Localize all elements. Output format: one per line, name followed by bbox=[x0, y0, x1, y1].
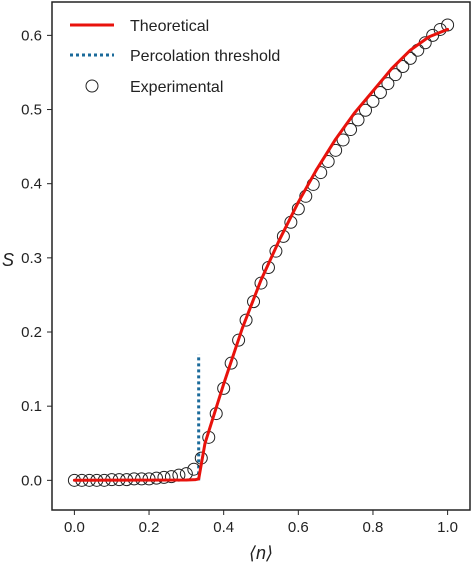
experimental-point-45 bbox=[403, 51, 417, 65]
legend: Theoretical Percolation threshold Experime… bbox=[70, 18, 280, 96]
y-tick-label-1: 0.1 bbox=[21, 398, 42, 415]
theoretical-line bbox=[72, 27, 450, 482]
y-tick-label-5: 0.5 bbox=[21, 102, 42, 119]
experimental-point-11 bbox=[150, 471, 163, 485]
legend-label-experimental: Experimental bbox=[130, 79, 223, 96]
x-tick-label-1: 0.2 bbox=[139, 519, 160, 536]
experimental-point-43 bbox=[388, 68, 402, 82]
experimental-point-42 bbox=[381, 77, 395, 91]
y-tick-label-2: 0.2 bbox=[21, 324, 42, 341]
y-tick-label-4: 0.4 bbox=[21, 176, 42, 193]
y-tick-label-3: 0.3 bbox=[21, 250, 42, 267]
experimental-point-41 bbox=[373, 85, 387, 99]
x-tick-label-4: 0.8 bbox=[363, 519, 384, 536]
experimental-point-39 bbox=[359, 103, 372, 117]
legend-swatch-experimental bbox=[85, 79, 99, 93]
experimental-point-40 bbox=[366, 94, 380, 108]
experimental-point-37 bbox=[344, 123, 358, 137]
y-axis-label: S bbox=[2, 250, 14, 270]
y-tick-label-0: 0.0 bbox=[21, 472, 42, 489]
x-axis-label: ⟨n⟩ bbox=[249, 543, 273, 563]
x-tick-label-3: 0.6 bbox=[288, 519, 309, 536]
plot-frame bbox=[51, 1, 471, 511]
series-layer bbox=[67, 18, 455, 487]
legend-label-percolation-threshold: Percolation threshold bbox=[130, 48, 280, 65]
x-tick-label-5: 1.0 bbox=[437, 519, 458, 536]
y-axis-ticks: 0.0 0.1 0.2 0.3 0.4 0.5 0.6 bbox=[21, 27, 52, 489]
experimental-point-36 bbox=[336, 133, 350, 147]
experimental-point-38 bbox=[351, 113, 365, 127]
x-axis-ticks: 0.0 0.2 0.4 0.6 0.8 1.0 bbox=[64, 510, 458, 536]
experimental-point-44 bbox=[396, 60, 410, 74]
x-tick-label-0: 0.0 bbox=[64, 519, 85, 536]
y-tick-label-6: 0.6 bbox=[21, 27, 42, 44]
experimental-point-23 bbox=[239, 313, 253, 327]
experimental-point-13 bbox=[164, 470, 178, 484]
experimental-point-12 bbox=[157, 470, 171, 484]
x-tick-label-2: 0.4 bbox=[213, 519, 234, 536]
legend-label-theoretical: Theoretical bbox=[130, 18, 209, 35]
experimental-point-22 bbox=[232, 333, 246, 347]
